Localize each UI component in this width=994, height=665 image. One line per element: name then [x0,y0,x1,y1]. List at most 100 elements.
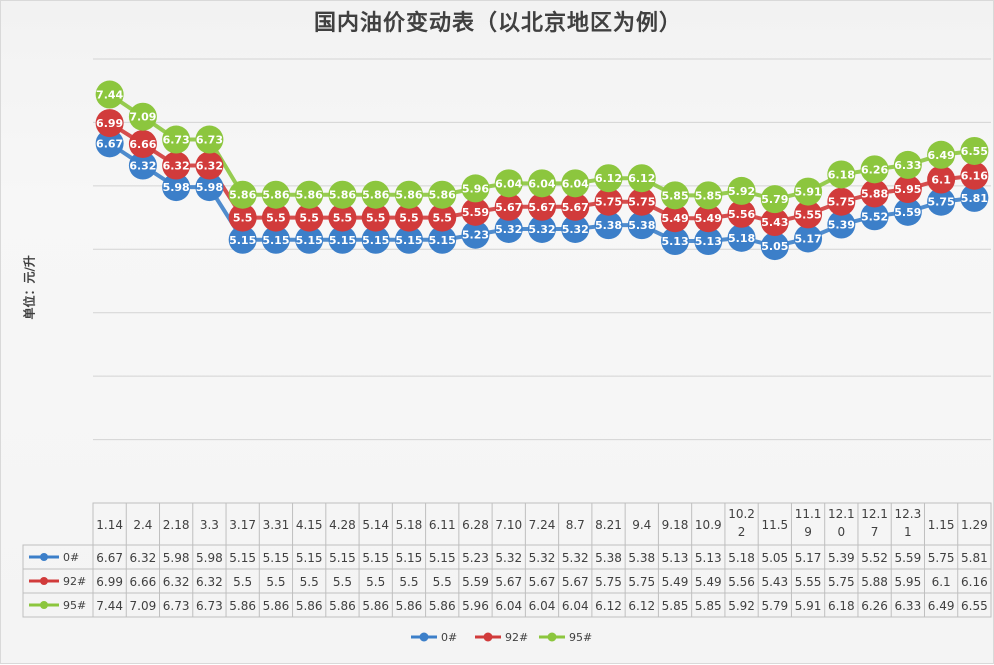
table-cell-value: 5.18 [728,551,755,565]
table-cell-value: 6.12 [628,599,655,613]
data-label: 7.44 [96,89,123,102]
legend-label: 95# [569,631,592,644]
table-cell-value: 5.23 [462,551,489,565]
data-label: 6.18 [828,168,855,181]
data-point [960,136,989,165]
table-cell-value: 6.32 [163,575,190,589]
data-point [760,185,789,214]
data-point [428,180,457,209]
data-label: 5.59 [462,206,489,219]
table-cell-value: 6.04 [562,599,589,613]
data-point [860,202,889,231]
table-cell-value: 6.49 [928,599,955,613]
table-cell-value: 5.15 [296,551,323,565]
table-cell-value: 5.49 [695,575,722,589]
data-point [195,151,224,180]
table-cell-value: 6.1 [932,575,951,589]
table-series-name: 92# [63,575,86,588]
data-label: 5.67 [495,201,522,214]
data-label: 5.86 [395,189,422,202]
table-cell-value: 5.5 [333,575,352,589]
x-tick-label: 12.3 [894,507,921,521]
data-label: 5.75 [595,196,622,209]
table-cell-value: 5.95 [894,575,921,589]
table-cell-value: 5.13 [662,551,689,565]
table-cell-value: 5.91 [795,599,822,613]
data-point [927,187,956,216]
data-point [261,180,290,209]
table-cell-value: 5.86 [329,599,356,613]
data-label: 6.66 [129,138,156,151]
table-cell-value: 5.56 [728,575,755,589]
data-label: 5.49 [695,212,722,225]
data-point [827,210,856,239]
data-label: 5.75 [828,196,855,209]
table-cell-value: 5.5 [233,575,252,589]
data-point [328,225,357,254]
table-cell-value: 5.49 [662,575,689,589]
x-tick-label: 3.3 [200,518,219,532]
x-tick-label: 3.17 [229,518,256,532]
data-point [594,187,623,216]
data-point [594,164,623,193]
table-cell-value: 5.85 [695,599,722,613]
data-point [361,225,390,254]
x-tick-label: 9.18 [662,518,689,532]
table-cell-value: 5.98 [163,551,190,565]
data-label: 5.15 [229,234,256,247]
data-label: 5.15 [362,234,389,247]
data-label: 5.75 [928,196,955,209]
table-cell-value: 5.52 [861,551,888,565]
data-label: 5.13 [661,235,688,248]
table-cell-value: 5.15 [329,551,356,565]
table-cell-value: 5.5 [300,575,319,589]
data-point [694,204,723,233]
data-label: 6.1 [931,174,951,187]
data-point [195,173,224,202]
data-label: 6.04 [528,177,555,190]
data-point [261,203,290,232]
data-point [461,174,490,203]
data-point [561,214,590,243]
data-label: 5.5 [233,212,253,225]
data-point [927,165,956,194]
table-cell-value: 6.16 [961,575,988,589]
table-cell-value: 5.15 [429,551,456,565]
x-tick-label: 5.18 [396,518,423,532]
table-cell-value: 5.5 [366,575,385,589]
data-point [95,80,124,109]
data-point [295,203,324,232]
data-label: 6.32 [196,160,223,173]
data-label: 5.75 [628,196,655,209]
data-label: 6.73 [196,134,223,147]
table-cell-value: 7.09 [130,599,157,613]
table-cell-value: 6.73 [163,599,190,613]
table-cell-value: 6.32 [130,551,157,565]
x-tick-label: 7.10 [495,518,522,532]
data-label: 5.18 [728,232,755,245]
data-label: 5.86 [329,189,356,202]
data-point [893,175,922,204]
data-point [561,192,590,221]
data-point [627,211,656,240]
data-label: 5.38 [595,219,622,232]
table-cell-value: 5.15 [396,551,423,565]
table-cell-value: 7.44 [96,599,123,613]
data-label: 6.04 [495,177,522,190]
x-tick-label: 1.15 [928,518,955,532]
data-point [328,203,357,232]
data-label: 6.16 [961,170,988,183]
data-point [794,200,823,229]
data-point [860,155,889,184]
data-label: 5.86 [296,189,323,202]
data-point [361,180,390,209]
x-tick-label: 3.31 [263,518,290,532]
data-label: 6.49 [928,149,955,162]
legend-key-marker [419,632,429,642]
x-tick-label: 11.5 [761,518,788,532]
table-cell-value: 5.98 [196,551,223,565]
data-label: 6.33 [894,159,921,172]
data-label: 5.15 [429,234,456,247]
table-cell-value: 5.85 [662,599,689,613]
data-point [195,125,224,154]
